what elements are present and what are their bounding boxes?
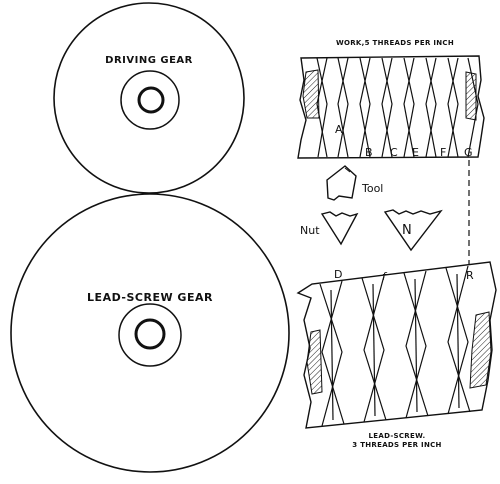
nut-left-shape	[320, 211, 359, 246]
tool-shape	[326, 165, 357, 201]
work-letter-a: A	[335, 123, 343, 136]
driving-gear-hub	[120, 70, 180, 130]
work-letter-e: E	[412, 146, 419, 159]
lead-screw-gear-hub	[118, 303, 182, 367]
lead-screw-gear: LEAD-SCREW GEAR	[10, 193, 290, 473]
lead-screw-left-section	[306, 329, 323, 395]
lead-screw-letter-r: R	[466, 269, 474, 282]
lead-screw-thread-lines	[319, 265, 471, 427]
lead-screw-gear-rim	[10, 193, 290, 473]
lead-screw: D f R	[296, 261, 497, 429]
work-thread-lines	[316, 57, 479, 158]
lead-screw-right-section	[469, 311, 492, 389]
driving-gear-bore	[137, 86, 165, 114]
lead-screw-gear-bore	[134, 318, 166, 350]
work-letter-f: F	[440, 146, 446, 159]
nut-right-shape	[383, 209, 443, 252]
work-letter-b: B	[365, 146, 373, 159]
work-right-section	[465, 71, 477, 121]
lead-screw-gear-label: LEAD-SCREW GEAR	[87, 291, 213, 304]
lead-screw-caption-line2: 3 THREADS PER INCH	[352, 441, 441, 449]
nut-letter-n: N	[402, 223, 412, 238]
lead-screw-outline	[296, 261, 497, 429]
cutting-tool: Tool	[326, 165, 383, 201]
work-screw: A B C E F G	[297, 55, 485, 159]
work-caption: WORK,5 THREADS PER INCH	[336, 39, 454, 47]
driving-gear: DRIVING GEAR	[53, 2, 245, 194]
driving-gear-label: DRIVING GEAR	[105, 55, 193, 66]
lead-screw-caption-line1: LEAD-SCREW.	[369, 432, 426, 440]
work-letter-c: C	[390, 146, 398, 159]
lead-screw-letter-f: f	[382, 270, 388, 283]
tool-label: Tool	[361, 182, 383, 195]
nut-label: Nut	[300, 224, 320, 237]
nut-section: Nut N	[300, 209, 443, 252]
driving-gear-rim	[53, 2, 245, 194]
work-screw-outline	[297, 55, 485, 159]
work-letter-g: G	[464, 146, 473, 159]
lead-screw-letter-d: D	[334, 268, 342, 281]
work-left-section	[302, 69, 320, 119]
